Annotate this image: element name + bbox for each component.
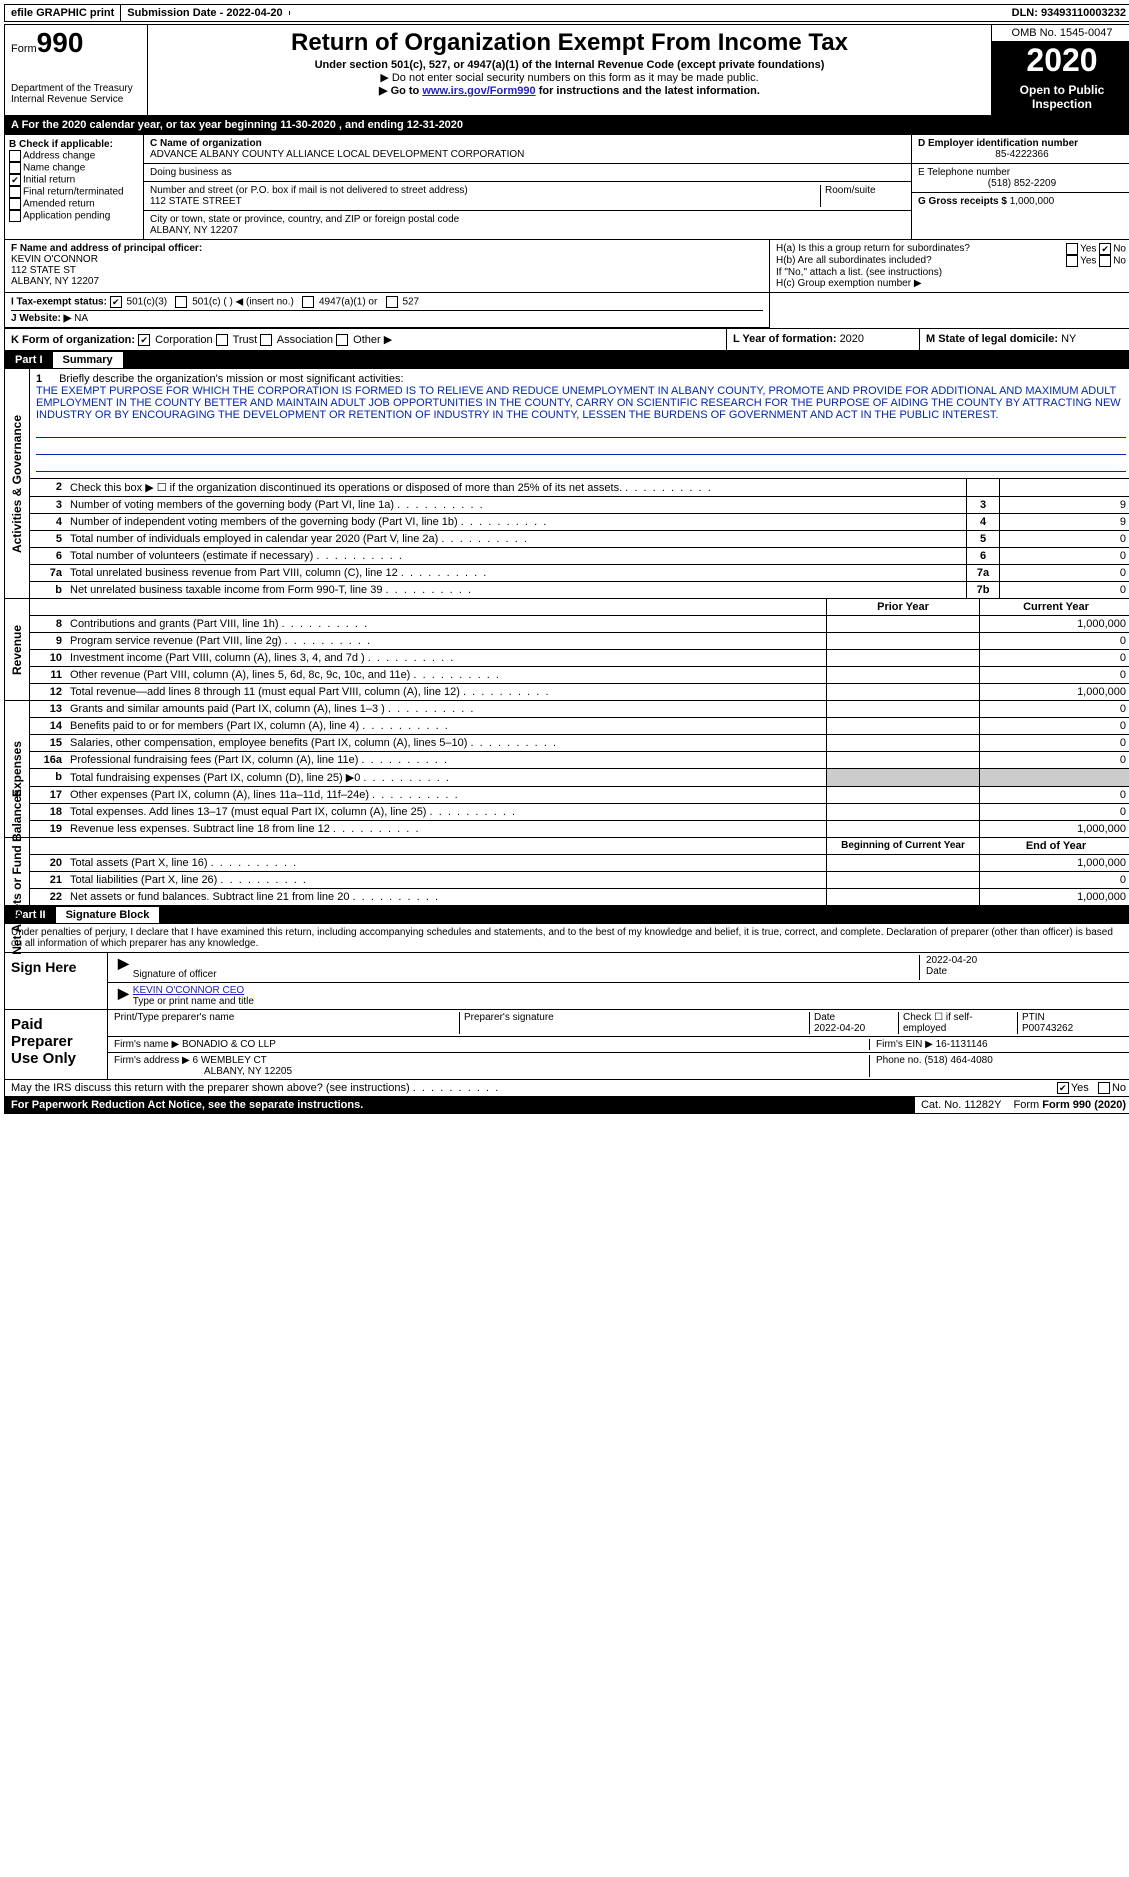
trust-checkbox[interactable] <box>216 334 228 346</box>
form-title: Return of Organization Exempt From Incom… <box>154 29 985 57</box>
summary-line: 21Total liabilities (Part X, line 26)0 <box>30 872 1129 889</box>
final-return-checkbox[interactable] <box>9 186 21 198</box>
dept-treasury: Department of the Treasury Internal Reve… <box>11 83 141 105</box>
public-inspection: Open to Public Inspection <box>992 79 1129 115</box>
hb-yes-checkbox[interactable] <box>1066 255 1078 267</box>
501c-checkbox[interactable] <box>175 296 187 308</box>
initial-return-checkbox[interactable] <box>9 174 21 186</box>
summary-line: 15Salaries, other compensation, employee… <box>30 735 1129 752</box>
summary-line: 5Total number of individuals employed in… <box>30 531 1129 548</box>
hb-no-checkbox[interactable] <box>1099 255 1111 267</box>
summary-line: 10Investment income (Part VIII, column (… <box>30 650 1129 667</box>
discuss-no-checkbox[interactable] <box>1098 1082 1110 1094</box>
summary-line: 14Benefits paid to or for members (Part … <box>30 718 1129 735</box>
ein: 85-4222366 <box>918 149 1126 160</box>
summary-line: bNet unrelated business taxable income f… <box>30 582 1129 598</box>
summary-line: 16aProfessional fundraising fees (Part I… <box>30 752 1129 769</box>
box-l: L Year of formation: 2020 <box>727 329 920 350</box>
box-b: B Check if applicable: Address change Na… <box>5 135 144 239</box>
org-name: ADVANCE ALBANY COUNTY ALLIANCE LOCAL DEV… <box>150 149 905 160</box>
tax-year: 2020 <box>992 42 1129 79</box>
summary-line: 4Number of independent voting members of… <box>30 514 1129 531</box>
app-pending-checkbox[interactable] <box>9 210 21 222</box>
501c3-checkbox[interactable] <box>110 296 122 308</box>
summary-line: 12Total revenue—add lines 8 through 11 (… <box>30 684 1129 700</box>
527-checkbox[interactable] <box>386 296 398 308</box>
mission-text: THE EXEMPT PURPOSE FOR WHICH THE CORPORA… <box>36 385 1126 421</box>
part-2-header: Part II Signature Block <box>4 906 1129 924</box>
officer-name: KEVIN O'CONNOR CEO <box>133 985 1126 996</box>
sign-here-block: Sign Here ▶ Signature of officer 2022-04… <box>4 953 1129 1010</box>
box-k: K Form of organization: Corporation Trus… <box>5 329 727 350</box>
omb-number: OMB No. 1545-0047 <box>992 25 1129 42</box>
corp-checkbox[interactable] <box>138 334 150 346</box>
dln: DLN: 93493110003232 <box>1006 5 1129 21</box>
form-number: 990 <box>37 27 84 58</box>
name-change-checkbox[interactable] <box>9 162 21 174</box>
summary-line: 8Contributions and grants (Part VIII, li… <box>30 616 1129 633</box>
other-checkbox[interactable] <box>336 334 348 346</box>
summary-line: 2Check this box ▶ ☐ if the organization … <box>30 479 1129 497</box>
phone: (518) 852-2209 <box>918 178 1126 189</box>
penalty-statement: Under penalties of perjury, I declare th… <box>4 924 1129 953</box>
addr-change-checkbox[interactable] <box>9 150 21 162</box>
discuss-yes-checkbox[interactable] <box>1057 1082 1069 1094</box>
summary-line: 18Total expenses. Add lines 13–17 (must … <box>30 804 1129 821</box>
paid-preparer-block: Paid Preparer Use Only Print/Type prepar… <box>4 1010 1129 1080</box>
box-g: G Gross receipts $ 1,000,000 <box>912 193 1129 210</box>
box-c: C Name of organization ADVANCE ALBANY CO… <box>144 135 912 239</box>
summary-line: 22Net assets or fund balances. Subtract … <box>30 889 1129 905</box>
footer: For Paperwork Reduction Act Notice, see … <box>4 1097 1129 1114</box>
summary-line: 9Program service revenue (Part VIII, lin… <box>30 633 1129 650</box>
efile-bar: efile GRAPHIC print Submission Date - 20… <box>4 4 1129 22</box>
box-f: F Name and address of principal officer:… <box>5 240 770 292</box>
efile-label: efile GRAPHIC print <box>5 5 120 21</box>
submission-date: Submission Date - 2022-04-20 <box>120 5 288 21</box>
arrow-icon: ▶ <box>114 985 133 1007</box>
ha-yes-checkbox[interactable] <box>1066 243 1078 255</box>
summary-line: bTotal fundraising expenses (Part IX, co… <box>30 769 1129 787</box>
box-i: I Tax-exempt status: 501(c)(3) 501(c) ( … <box>5 293 770 328</box>
activities-governance: Activities & Governance 1 Briefly descri… <box>4 369 1129 599</box>
summary-line: 6Total number of volunteers (estimate if… <box>30 548 1129 565</box>
expenses-section: Expenses 13Grants and similar amounts pa… <box>4 701 1129 838</box>
entity-block: B Check if applicable: Address change Na… <box>4 135 1129 240</box>
irs-link[interactable]: www.irs.gov/Form990 <box>422 85 535 97</box>
summary-line: 19Revenue less expenses. Subtract line 1… <box>30 821 1129 837</box>
gross-receipts: 1,000,000 <box>1010 196 1055 207</box>
tax-period: A For the 2020 calendar year, or tax yea… <box>4 116 1129 135</box>
net-assets-section: Net Assets or Fund Balances Beginning of… <box>4 838 1129 906</box>
box-h: H(a) Is this a group return for subordin… <box>770 240 1129 292</box>
amended-checkbox[interactable] <box>9 198 21 210</box>
revenue-section: Revenue Prior Year Current Year 8Contrib… <box>4 599 1129 701</box>
4947-checkbox[interactable] <box>302 296 314 308</box>
ha-no-checkbox[interactable] <box>1099 243 1111 255</box>
box-m: M State of legal domicile: NY <box>920 329 1129 350</box>
city-state-zip: ALBANY, NY 12207 <box>150 225 905 236</box>
discuss-row: May the IRS discuss this return with the… <box>4 1080 1129 1097</box>
form-header: Form990 Department of the Treasury Inter… <box>4 24 1129 116</box>
summary-line: 17Other expenses (Part IX, column (A), l… <box>30 787 1129 804</box>
assoc-checkbox[interactable] <box>260 334 272 346</box>
box-j: J Website: ▶ NA <box>11 310 763 324</box>
summary-line: 7aTotal unrelated business revenue from … <box>30 565 1129 582</box>
box-d: D Employer identification number 85-4222… <box>912 135 1129 164</box>
box-e: E Telephone number (518) 852-2209 <box>912 164 1129 193</box>
part-1-header: Part I Summary <box>4 351 1129 369</box>
summary-line: 11Other revenue (Part VIII, column (A), … <box>30 667 1129 684</box>
street-address: 112 STATE STREET <box>150 196 820 207</box>
summary-line: 13Grants and similar amounts paid (Part … <box>30 701 1129 718</box>
summary-line: 3Number of voting members of the governi… <box>30 497 1129 514</box>
arrow-icon: ▶ <box>114 955 133 980</box>
summary-line: 20Total assets (Part X, line 16)1,000,00… <box>30 855 1129 872</box>
